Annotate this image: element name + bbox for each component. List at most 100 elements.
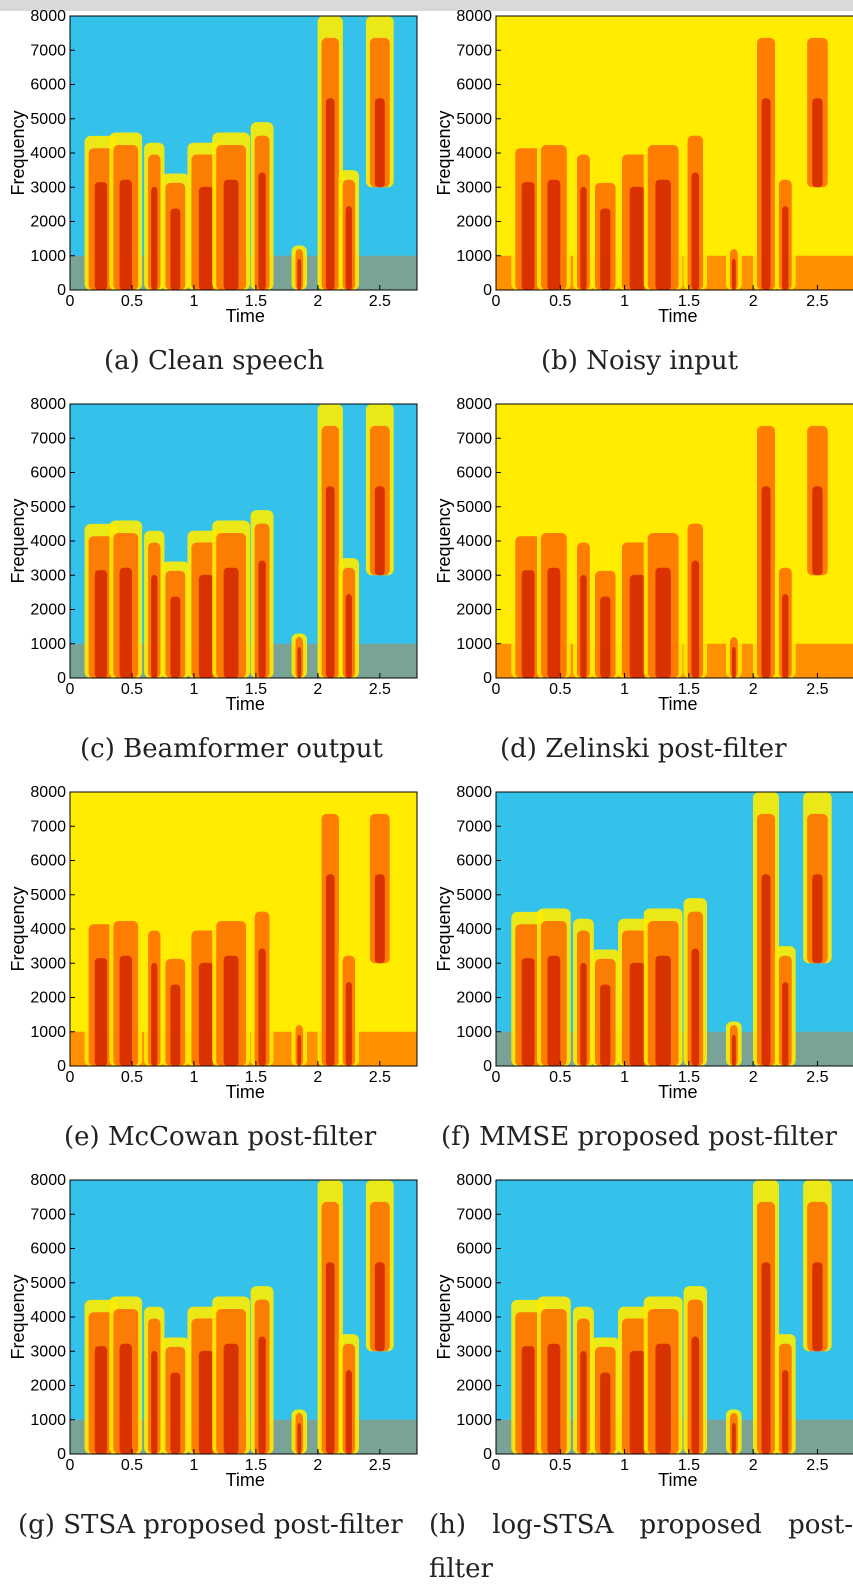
y-tick-label: 4000	[456, 145, 492, 162]
x-tick-label: 0	[492, 1457, 501, 1474]
energy-peak	[521, 1346, 535, 1454]
spectrogram-panel-h: 0 1000 2000 3000 4000 5000 6000 7000 8000 0 0.5 1 1.…	[434, 1172, 853, 1490]
y-tick-label: 8000	[456, 784, 492, 801]
energy-peak	[198, 962, 214, 1066]
y-tick-label: 0	[483, 1446, 492, 1463]
energy-peak	[600, 596, 611, 678]
y-tick-label: 6000	[30, 77, 66, 94]
spectrogram-panel-g: 0 1000 2000 3000 4000 5000 6000 7000 8000 0 0.5 1 1.…	[8, 1172, 418, 1490]
energy-peak	[297, 1422, 302, 1454]
spectrogram-panel-d: 0 1000 2000 3000 4000 5000 6000 7000 8000 0 0.5 1 1.…	[434, 396, 853, 714]
y-tick-label: 5000	[30, 111, 66, 128]
y-tick-label: 8000	[30, 396, 66, 413]
energy-peak	[521, 182, 535, 290]
top-border-strip	[0, 0, 853, 11]
energy-peak	[223, 567, 239, 678]
energy-peak	[297, 1034, 302, 1066]
energy-peak	[761, 1262, 771, 1454]
x-tick-label: 1	[620, 681, 629, 698]
energy-peak	[691, 560, 700, 678]
x-tick-label: 1	[189, 681, 198, 698]
energy-peak	[297, 258, 302, 290]
y-tick-label: 2000	[456, 602, 492, 619]
y-tick-label: 1000	[30, 636, 66, 653]
y-tick-label: 1000	[30, 1024, 66, 1041]
energy-peak	[600, 208, 611, 290]
y-tick-label: 4000	[456, 533, 492, 550]
x-tick-label: 2.5	[369, 1069, 391, 1086]
x-tick-label: 1.5	[678, 1457, 700, 1474]
y-tick-label: 2000	[30, 990, 66, 1007]
x-tick-label: 0	[66, 1457, 75, 1474]
y-tick-label: 5000	[456, 499, 492, 516]
x-tick-label: 0	[66, 1069, 75, 1086]
x-tick-label: 1.5	[678, 293, 700, 310]
y-tick-label: 2000	[456, 1378, 492, 1395]
y-tick-label: 1000	[456, 1024, 492, 1041]
x-tick-label: 0	[492, 1069, 501, 1086]
energy-peak	[580, 962, 587, 1066]
x-tick-label: 1	[620, 1457, 629, 1474]
energy-peak	[151, 962, 158, 1066]
energy-peak	[119, 955, 132, 1066]
x-axis-label: Time	[658, 1470, 697, 1490]
energy-peak	[94, 1346, 108, 1454]
y-tick-label: 5000	[456, 111, 492, 128]
x-tick-label: 0.5	[549, 1069, 571, 1086]
caption-e: (e) McCowan post-filter	[64, 1122, 377, 1152]
energy-peak	[94, 958, 108, 1066]
energy-peak	[258, 172, 266, 290]
energy-peak	[761, 874, 771, 1066]
energy-peak	[731, 646, 736, 678]
energy-peak	[374, 1262, 385, 1352]
energy-peak	[547, 179, 561, 290]
y-tick-label: 8000	[456, 8, 492, 25]
energy-peak	[170, 984, 181, 1066]
x-tick-label: 1	[189, 293, 198, 310]
spectrogram-panel-b: 0 1000 2000 3000 4000 5000 6000 7000 8000 0 0.5 1 1.…	[434, 8, 853, 326]
x-tick-label: 0	[66, 681, 75, 698]
y-axis-label: Frequency	[8, 1274, 28, 1359]
energy-peak	[629, 1350, 646, 1454]
energy-peak	[151, 574, 158, 678]
energy-peak	[731, 1034, 736, 1066]
energy-peak	[345, 982, 352, 1066]
energy-peak	[812, 874, 823, 964]
energy-peak	[655, 179, 671, 290]
energy-peak	[761, 486, 771, 678]
y-tick-label: 5000	[30, 887, 66, 904]
energy-peak	[629, 186, 646, 290]
x-tick-label: 1	[189, 1069, 198, 1086]
x-tick-label: 2	[313, 1069, 322, 1086]
energy-peak	[223, 1343, 239, 1454]
x-tick-label: 2.5	[369, 1457, 391, 1474]
energy-peak	[547, 1343, 561, 1454]
y-tick-label: 3000	[30, 179, 66, 196]
x-tick-label: 2.5	[806, 1457, 828, 1474]
x-tick-label: 0.5	[549, 293, 571, 310]
y-tick-label: 8000	[456, 396, 492, 413]
x-tick-label: 2	[313, 681, 322, 698]
caption-f: (f) MMSE proposed post-filter	[441, 1122, 837, 1152]
y-tick-label: 6000	[30, 1241, 66, 1258]
y-tick-label: 6000	[456, 77, 492, 94]
energy-peak	[812, 486, 823, 576]
y-tick-label: 6000	[30, 853, 66, 870]
x-tick-label: 2.5	[806, 681, 828, 698]
x-tick-label: 2.5	[806, 293, 828, 310]
energy-peak	[170, 596, 181, 678]
y-tick-label: 7000	[456, 1206, 492, 1223]
y-tick-label: 0	[483, 1058, 492, 1075]
caption-h-line2: filter	[429, 1554, 493, 1584]
energy-peak	[325, 874, 335, 1066]
energy-peak	[629, 962, 646, 1066]
energy-peak	[345, 1370, 352, 1454]
spectrogram-panel-e: 0 1000 2000 3000 4000 5000 6000 7000 8000 0 0.5 1 1.…	[8, 784, 418, 1102]
energy-peak	[547, 567, 561, 678]
energy-peak	[521, 958, 535, 1066]
y-tick-label: 4000	[30, 145, 66, 162]
x-tick-label: 0	[492, 681, 501, 698]
energy-peak	[170, 1372, 181, 1454]
energy-peak	[374, 874, 385, 964]
